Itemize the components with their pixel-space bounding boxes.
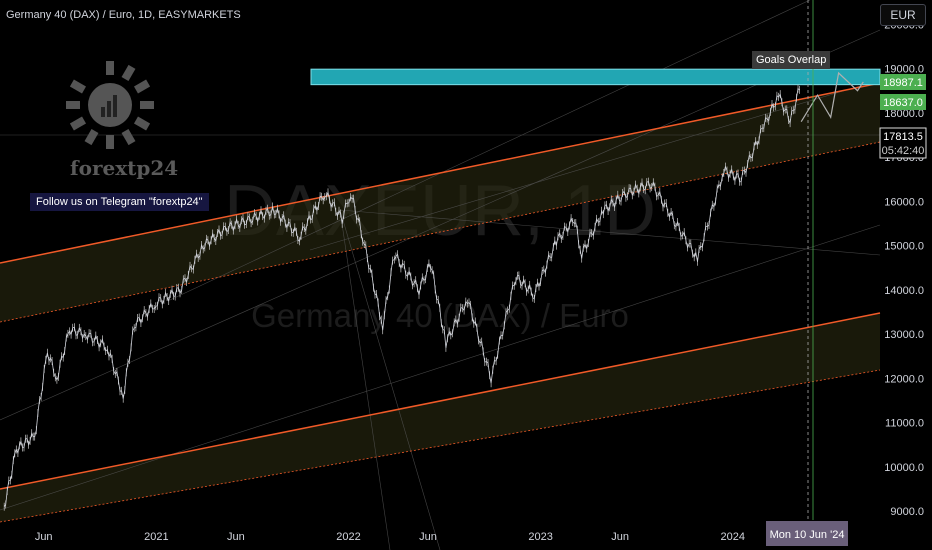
lower-channel-top-line[interactable] [0, 312, 881, 490]
forextp24-logo-icon [66, 61, 154, 149]
y-tick-label: 16000.0 [884, 196, 924, 208]
x-tick-label: Jun [611, 531, 629, 543]
lower-channel-fill [0, 313, 880, 522]
upper-channel-bottom-line[interactable] [0, 141, 881, 323]
x-tick-label: Jun [35, 531, 53, 543]
target-high-price-label: 18987.1 [880, 74, 926, 90]
target-zone[interactable] [310, 68, 881, 86]
x-axis: Jun 2021 Jun 2022 Jun 2023 Jun 2024 [35, 531, 745, 543]
y-tick-label: 15000.0 [884, 241, 924, 253]
y-tick-label: 13000.0 [884, 329, 924, 341]
x-tick-label: Jun [227, 531, 245, 543]
fan-lines [0, 0, 881, 550]
telegram-annotation: Follow us on Telegram "forextp24" [30, 193, 209, 211]
description-watermark: Germany 40 (DAX) / Euro [251, 297, 629, 334]
y-tick-label: 10000.0 [884, 462, 924, 474]
x-tick-label: Jun [419, 531, 437, 543]
y-tick-label: 11000.0 [885, 418, 924, 430]
y-tick-label: 19000.0 [884, 64, 924, 76]
svg-text:05:42:40: 05:42:40 [882, 145, 925, 157]
upper-channel-fill [0, 83, 880, 322]
upper-channel-top-line[interactable] [0, 82, 881, 264]
target-low-price-label: 18637.0 [880, 94, 926, 110]
x-tick-label: 2022 [336, 531, 360, 543]
svg-text:Mon 10 Jun '24: Mon 10 Jun '24 [770, 529, 845, 541]
x-tick-label: 2023 [528, 531, 552, 543]
price-series [3, 71, 864, 511]
y-tick-label: 14000.0 [884, 285, 924, 297]
chart-title: Germany 40 (DAX) / Euro, 1D, EASYMARKETS [6, 9, 241, 21]
x-tick-label: 2021 [144, 531, 168, 543]
y-tick-label: 18000.0 [884, 108, 924, 120]
x-tick-label: 2024 [721, 531, 745, 543]
svg-text:18637.0: 18637.0 [883, 97, 923, 109]
crosshair-date-label: Mon 10 Jun '24 [766, 521, 848, 546]
y-tick-label: 9000.0 [890, 506, 924, 518]
price-line [3, 87, 800, 507]
goals-overlap-annotation: Goals Overlap [752, 51, 831, 69]
svg-text:18987.1: 18987.1 [883, 77, 923, 89]
svg-text:17813.5: 17813.5 [883, 131, 923, 143]
projection-path[interactable] [800, 71, 864, 123]
last-price-label: 17813.5 05:42:40 [879, 127, 927, 159]
currency-button[interactable]: EUR [880, 4, 926, 26]
logo-text: forextp24 [70, 156, 179, 180]
y-tick-label: 12000.0 [884, 373, 924, 385]
lower-channel-bottom-line[interactable] [0, 369, 881, 523]
